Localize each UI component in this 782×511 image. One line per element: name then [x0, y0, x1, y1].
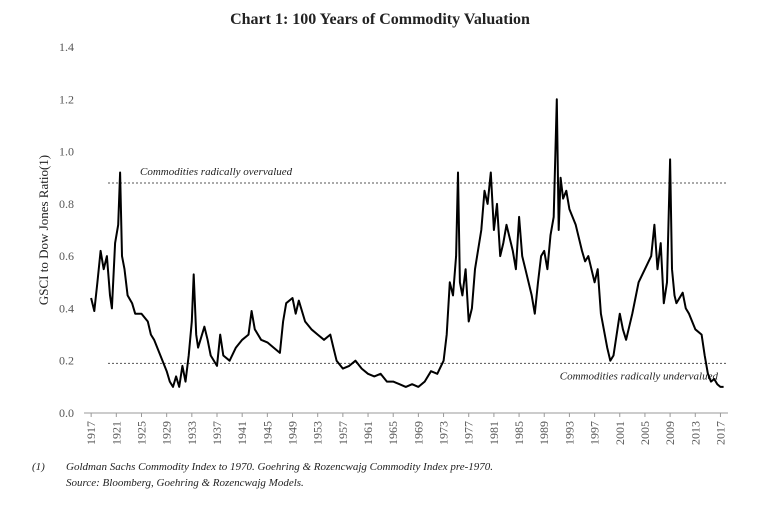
y-tick-label: 1.0	[59, 145, 74, 159]
reference-label: Commodities radically undervalued	[560, 370, 719, 382]
reference-label: Commodities radically overvalued	[140, 166, 293, 178]
y-tick-label: 0.6	[59, 249, 74, 263]
x-tick-label: 1969	[411, 421, 425, 445]
x-tick-label: 2017	[713, 421, 727, 445]
x-tick-label: 1929	[160, 421, 174, 445]
x-tick-label: 2009	[663, 421, 677, 445]
x-tick-label: 2001	[613, 421, 627, 445]
footnote: Source: Bloomberg, Goehring & Rozencwajg…	[66, 477, 304, 489]
x-tick-label: 1993	[562, 421, 576, 445]
x-tick-label: 1937	[210, 421, 224, 445]
x-tick-label: 1941	[235, 421, 249, 445]
x-tick-label: 1973	[437, 421, 451, 445]
x-tick-label: 1921	[109, 421, 123, 445]
x-tick-label: 1945	[260, 421, 274, 445]
x-tick-label: 1977	[462, 421, 476, 445]
x-tick-label: 2005	[638, 421, 652, 445]
footnote: Goldman Sachs Commodity Index to 1970. G…	[66, 461, 493, 473]
x-tick-label: 1997	[588, 421, 602, 445]
x-tick-label: 1985	[512, 421, 526, 445]
x-tick-label: 1925	[134, 421, 148, 445]
x-tick-label: 1957	[336, 421, 350, 445]
x-tick-label: 1917	[84, 421, 98, 445]
y-tick-label: 0.4	[59, 301, 74, 315]
footnote-marker: (1)	[32, 461, 45, 473]
x-tick-label: 1965	[386, 421, 400, 445]
x-tick-label: 1989	[537, 421, 551, 445]
x-tick-label: 1961	[361, 421, 375, 445]
chart-title: Chart 1: 100 Years of Commodity Valuatio…	[230, 11, 530, 28]
y-tick-label: 0.2	[59, 354, 74, 368]
x-tick-label: 2013	[688, 421, 702, 445]
y-tick-label: 0.8	[59, 197, 74, 211]
y-tick-label: 0.0	[59, 406, 74, 420]
x-tick-label: 1949	[286, 421, 300, 445]
x-tick-label: 1933	[185, 421, 199, 445]
y-tick-label: 1.4	[59, 40, 74, 54]
x-tick-label: 1981	[487, 421, 501, 445]
y-axis-label: GSCI to Dow Jones Ratio(1)	[36, 155, 51, 305]
x-tick-label: 1953	[311, 421, 325, 445]
data-line	[90, 98, 724, 388]
y-tick-label: 1.2	[59, 92, 74, 106]
